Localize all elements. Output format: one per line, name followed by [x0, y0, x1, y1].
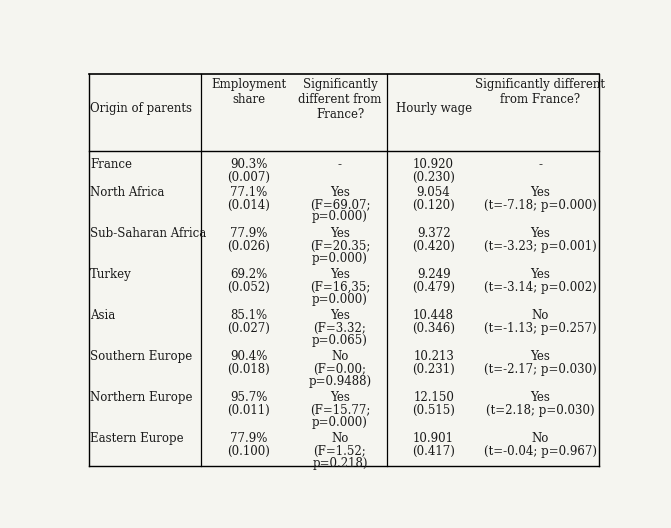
Text: (0.026): (0.026): [227, 240, 270, 253]
Text: Yes: Yes: [530, 350, 550, 363]
Text: (t=-1.13; p=0.257): (t=-1.13; p=0.257): [484, 322, 597, 335]
Text: Sub-Saharan Africa: Sub-Saharan Africa: [90, 227, 207, 240]
Text: Yes: Yes: [330, 227, 350, 240]
Text: (t=-7.18; p=0.000): (t=-7.18; p=0.000): [484, 199, 597, 212]
Text: p=0.000): p=0.000): [312, 416, 368, 429]
Text: Asia: Asia: [90, 309, 115, 322]
Text: (0.515): (0.515): [412, 404, 455, 417]
Text: Hourly wage: Hourly wage: [395, 101, 472, 115]
Text: North Africa: North Africa: [90, 186, 164, 199]
Text: France: France: [90, 158, 132, 171]
Text: (0.346): (0.346): [412, 322, 455, 335]
Text: No: No: [331, 350, 349, 363]
Text: Significantly
different from
France?: Significantly different from France?: [299, 78, 382, 120]
Text: (F=3.32;: (F=3.32;: [313, 322, 366, 335]
Text: p=0.218): p=0.218): [312, 457, 368, 470]
Text: p=0.000): p=0.000): [312, 211, 368, 223]
Text: (F=15.77;: (F=15.77;: [310, 404, 370, 417]
Text: 10.213: 10.213: [413, 350, 454, 363]
Text: (0.014): (0.014): [227, 199, 270, 212]
Text: (t=2.18; p=0.030): (t=2.18; p=0.030): [486, 404, 595, 417]
Text: Northern Europe: Northern Europe: [90, 391, 193, 404]
Text: 90.4%: 90.4%: [230, 350, 268, 363]
Text: Origin of parents: Origin of parents: [90, 101, 192, 115]
Text: (F=69.07;: (F=69.07;: [310, 199, 370, 212]
Text: 10.901: 10.901: [413, 432, 454, 445]
Text: (0.100): (0.100): [227, 445, 270, 458]
Text: p=0.9488): p=0.9488): [309, 375, 372, 388]
Text: (t=-2.17; p=0.030): (t=-2.17; p=0.030): [484, 363, 597, 376]
Text: No: No: [531, 432, 549, 445]
Text: p=0.065): p=0.065): [312, 334, 368, 347]
Text: Yes: Yes: [530, 391, 550, 404]
Text: 12.150: 12.150: [413, 391, 454, 404]
Text: (0.027): (0.027): [227, 322, 270, 335]
Text: (0.230): (0.230): [412, 171, 455, 184]
Text: (0.479): (0.479): [412, 281, 455, 294]
Text: 9.054: 9.054: [417, 186, 450, 199]
Text: 9.372: 9.372: [417, 227, 450, 240]
Text: (0.007): (0.007): [227, 171, 270, 184]
Text: Yes: Yes: [330, 268, 350, 281]
Text: No: No: [331, 432, 349, 445]
Text: Employment
share: Employment share: [211, 78, 287, 106]
Text: 10.920: 10.920: [413, 158, 454, 171]
Text: 77.1%: 77.1%: [230, 186, 268, 199]
Text: (0.420): (0.420): [412, 240, 455, 253]
Text: -: -: [538, 158, 542, 171]
Text: Yes: Yes: [530, 268, 550, 281]
Text: (0.417): (0.417): [412, 445, 455, 458]
Text: Yes: Yes: [330, 309, 350, 322]
Text: (0.018): (0.018): [227, 363, 270, 376]
Text: 85.1%: 85.1%: [230, 309, 268, 322]
Text: (F=1.52;: (F=1.52;: [313, 445, 366, 458]
Text: (t=-3.14; p=0.002): (t=-3.14; p=0.002): [484, 281, 597, 294]
Text: p=0.000): p=0.000): [312, 251, 368, 265]
Text: 77.9%: 77.9%: [230, 227, 268, 240]
Text: -: -: [338, 158, 342, 171]
Text: (F=20.35;: (F=20.35;: [310, 240, 370, 253]
Text: 10.448: 10.448: [413, 309, 454, 322]
Text: (0.011): (0.011): [227, 404, 270, 417]
Text: (0.052): (0.052): [227, 281, 270, 294]
Text: 90.3%: 90.3%: [230, 158, 268, 171]
Text: (0.231): (0.231): [412, 363, 455, 376]
Text: (0.120): (0.120): [412, 199, 455, 212]
Text: Yes: Yes: [330, 186, 350, 199]
Text: (t=-0.04; p=0.967): (t=-0.04; p=0.967): [484, 445, 597, 458]
Text: 69.2%: 69.2%: [230, 268, 268, 281]
Text: Yes: Yes: [530, 186, 550, 199]
Text: (F=0.00;: (F=0.00;: [313, 363, 366, 376]
Text: (F=16,35;: (F=16,35;: [310, 281, 370, 294]
Text: No: No: [531, 309, 549, 322]
Text: (t=-3.23; p=0.001): (t=-3.23; p=0.001): [484, 240, 597, 253]
Text: 77.9%: 77.9%: [230, 432, 268, 445]
Text: 9.249: 9.249: [417, 268, 450, 281]
Text: Significantly different
from France?: Significantly different from France?: [475, 78, 605, 106]
Text: p=0.000): p=0.000): [312, 293, 368, 306]
Text: Southern Europe: Southern Europe: [90, 350, 193, 363]
Text: Eastern Europe: Eastern Europe: [90, 432, 184, 445]
Text: Yes: Yes: [530, 227, 550, 240]
Text: Yes: Yes: [330, 391, 350, 404]
Text: Turkey: Turkey: [90, 268, 132, 281]
Text: 95.7%: 95.7%: [230, 391, 268, 404]
